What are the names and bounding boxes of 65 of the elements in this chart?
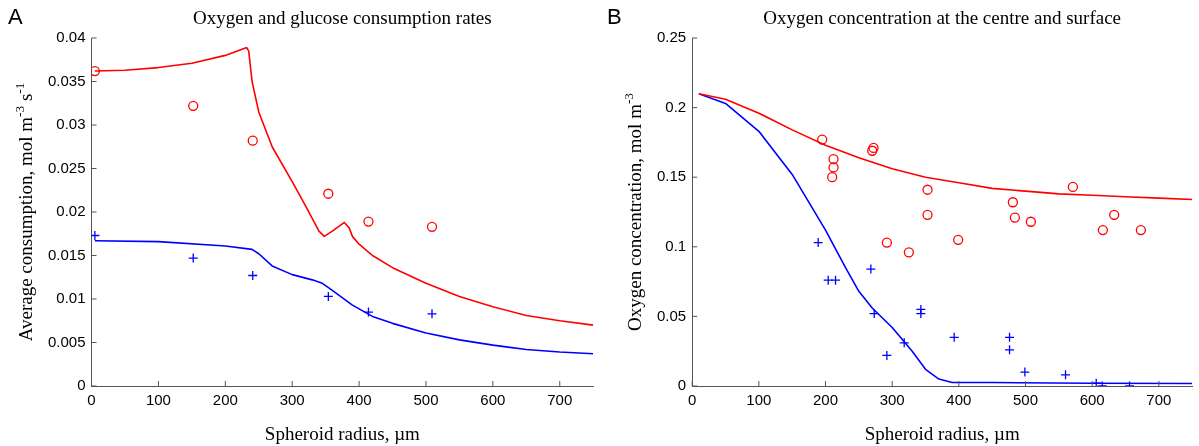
point — [1135, 224, 1147, 236]
point — [1025, 216, 1037, 227]
chart-title: Oxygen and glucose consumption rates — [193, 7, 492, 28]
point — [1007, 197, 1019, 208]
point — [828, 153, 839, 165]
point — [881, 350, 893, 361]
point — [426, 221, 438, 232]
y-tick-label: 0.035 — [47, 71, 86, 89]
point — [922, 184, 933, 195]
y-tick-label: 0.025 — [47, 158, 86, 176]
point — [953, 234, 964, 245]
x-tick-label: 200 — [212, 391, 238, 409]
x-axis-title: Spheroid radius, µm — [264, 423, 421, 444]
x-tick-label: 100 — [746, 391, 772, 409]
y-tick-label: 0 — [677, 376, 687, 394]
x-tick-label: 200 — [813, 391, 839, 409]
x-axis-title: Spheroid radius, µm — [864, 423, 1020, 444]
point — [1060, 369, 1071, 381]
y-tick-label: 0 — [77, 376, 86, 394]
y-axis-title: Oxygen concentration, mol m-3 — [621, 92, 645, 331]
y-tick-label: 0.04 — [56, 28, 86, 46]
x-tick-label: 400 — [346, 391, 372, 409]
y-axis-title: Average consumption, mol m-3 s-1 — [12, 82, 36, 342]
point — [426, 308, 438, 319]
y-tick-label: 0.01 — [56, 289, 86, 307]
point — [881, 237, 893, 248]
x-tick-label: 500 — [1013, 391, 1039, 409]
x-tick-label: 500 — [413, 391, 439, 409]
point — [188, 252, 199, 264]
x-tick-label: 600 — [480, 391, 506, 409]
x-tick-label: 300 — [279, 391, 305, 409]
x-tick-label: 400 — [946, 391, 972, 409]
y-tick-label: 0.2 — [665, 97, 687, 115]
x-tick-label: 100 — [145, 391, 171, 409]
point — [865, 263, 877, 275]
y-tick-label: 0.02 — [56, 202, 86, 220]
point — [827, 172, 838, 183]
point — [817, 134, 828, 145]
point — [1097, 224, 1109, 236]
x-tick-label: 600 — [1079, 391, 1105, 409]
point — [247, 135, 258, 146]
y-tick-label: 0.015 — [47, 245, 86, 263]
point — [828, 162, 839, 173]
y-tick-label: 0.005 — [47, 332, 86, 350]
point — [91, 65, 101, 77]
x-tick-label: 300 — [879, 391, 905, 409]
y-tick-label: 0.25 — [656, 28, 687, 46]
text: B — [607, 4, 622, 29]
y-tick-label: 0.05 — [656, 306, 687, 324]
point — [363, 216, 374, 227]
text: A — [8, 4, 23, 29]
point — [1019, 366, 1031, 378]
point — [1109, 209, 1120, 220]
point — [188, 100, 199, 112]
point — [323, 188, 334, 199]
x-tick-label: 700 — [1146, 391, 1172, 409]
point — [1009, 212, 1021, 223]
y-tick-label: 0.1 — [665, 236, 687, 254]
chart-title: Oxygen concentration at the centre and surface — [763, 7, 1122, 28]
point — [922, 209, 933, 220]
y-tick-label: 0.03 — [56, 115, 86, 133]
point — [1067, 181, 1079, 193]
x-tick-label: 700 — [547, 391, 573, 409]
y-tick-label: 0.15 — [656, 167, 687, 185]
point — [903, 247, 915, 258]
